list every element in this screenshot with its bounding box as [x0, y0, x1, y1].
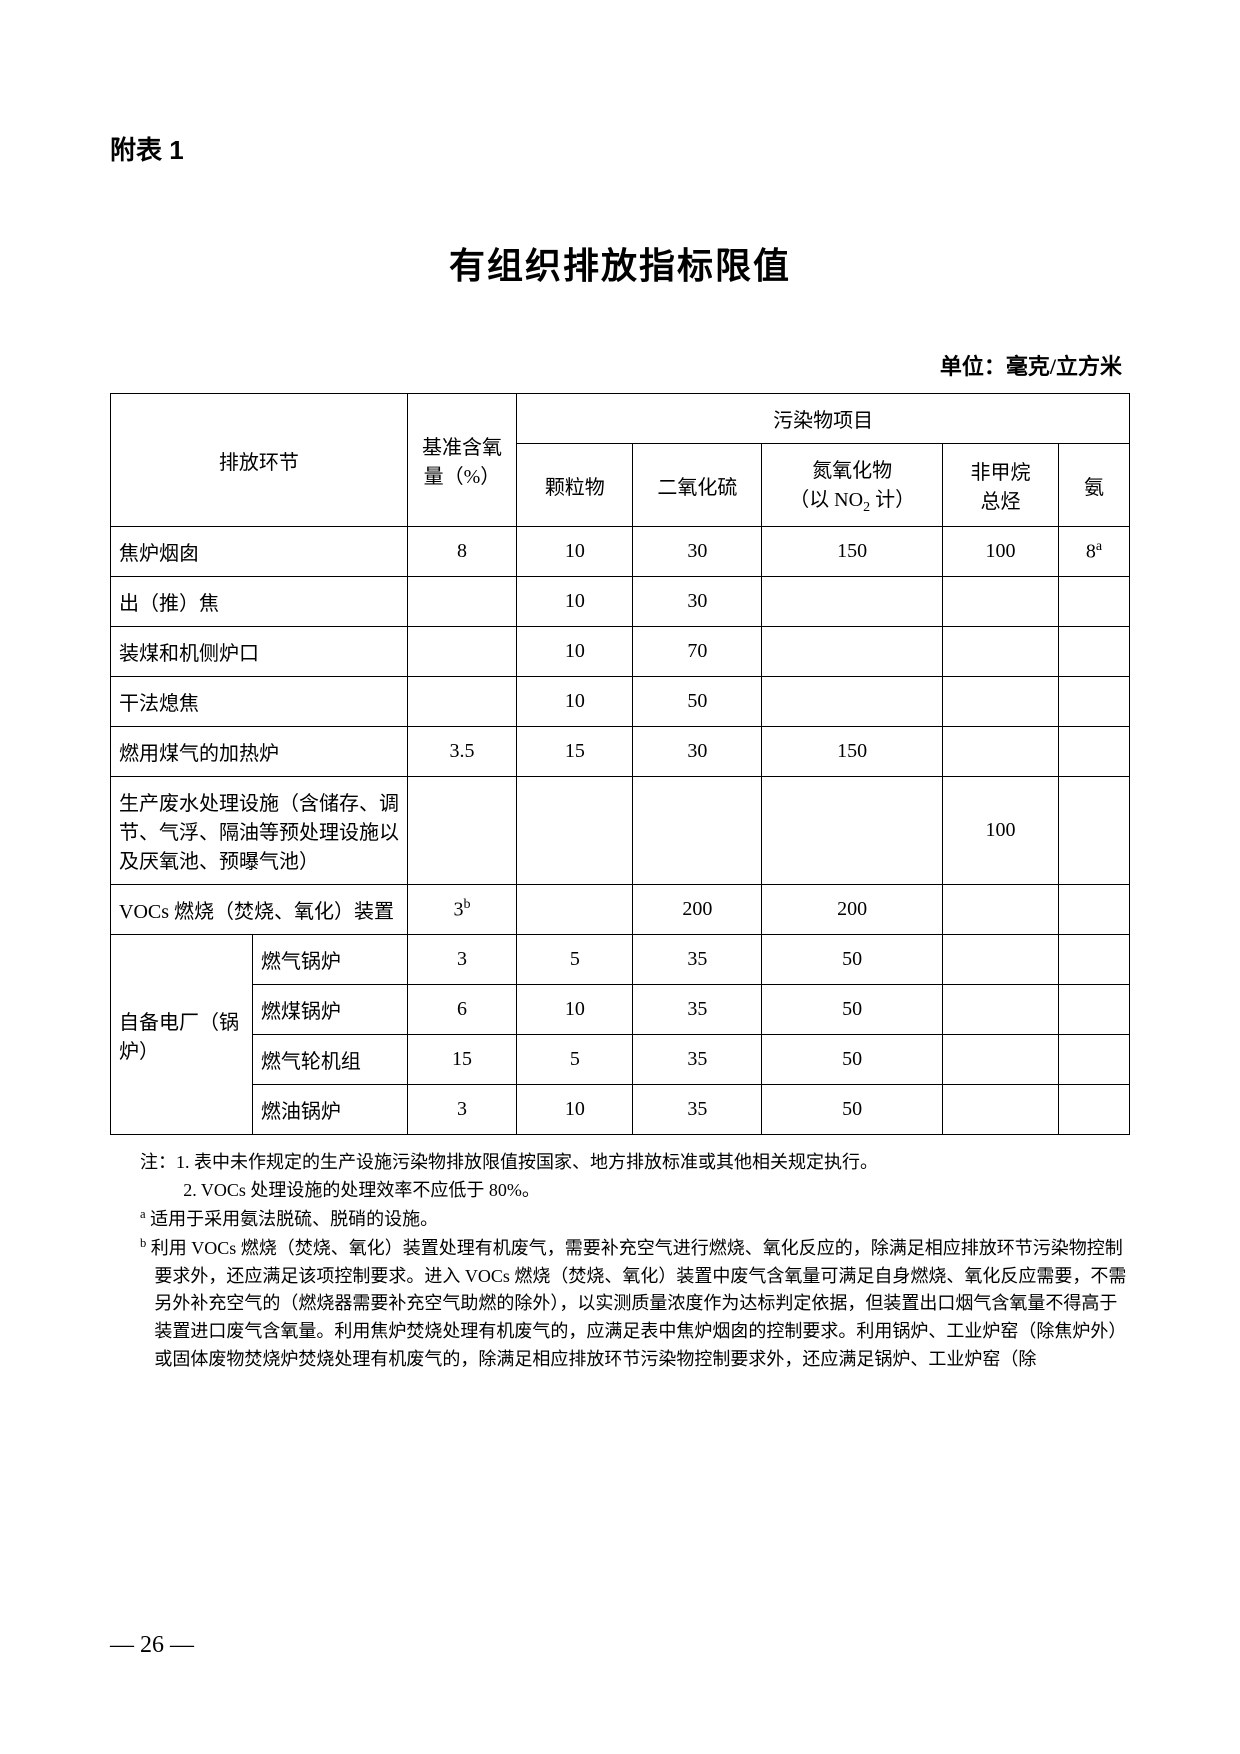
page-title: 有组织排放指标限值	[110, 237, 1130, 289]
table-row: 燃油锅炉 3 10 35 50	[111, 1085, 1130, 1135]
note-a: a 适用于采用氨法脱硫、脱硝的设施。	[140, 1205, 1130, 1234]
appendix-label: 附表 1	[110, 130, 1130, 167]
th-pollutant-group: 污染物项目	[517, 394, 1130, 444]
th-pm: 颗粒物	[517, 444, 633, 527]
th-emission-link: 排放环节	[111, 394, 408, 527]
th-nh3: 氨	[1059, 444, 1130, 527]
table-row: 燃煤锅炉 6 10 35 50	[111, 985, 1130, 1035]
table-row: 燃气轮机组 15 5 35 50	[111, 1035, 1130, 1085]
table-row: 焦炉烟囱 8 10 30 150 100 8a	[111, 527, 1130, 577]
table-row: 出（推）焦 10 30	[111, 577, 1130, 627]
th-nox: 氮氧化物 （以 NO2 计）	[762, 444, 943, 527]
footnotes: 注：1. 表中未作规定的生产设施污染物排放限值按国家、地方排放标准或其他相关规定…	[110, 1149, 1130, 1374]
table-row: 燃用煤气的加热炉 3.5 15 30 150	[111, 727, 1130, 777]
table-row: 干法熄焦 10 50	[111, 677, 1130, 727]
th-so2: 二氧化硫	[633, 444, 762, 527]
table-row: 装煤和机侧炉口 10 70	[111, 627, 1130, 677]
emission-table: 排放环节 基准含氧量（%） 污染物项目 颗粒物 二氧化硫 氮氧化物 （以 NO2…	[110, 393, 1130, 1135]
unit-label: 单位：毫克/立方米	[110, 349, 1130, 381]
note-1: 注：1. 表中未作规定的生产设施污染物排放限值按国家、地方排放标准或其他相关规定…	[140, 1149, 1130, 1177]
th-oxygen: 基准含氧量（%）	[407, 394, 517, 527]
note-b: b 利用 VOCs 燃烧（焚烧、氧化）装置处理有机废气，需要补充空气进行燃烧、氧…	[140, 1234, 1130, 1374]
note-2: 2. VOCs 处理设施的处理效率不应低于 80%。	[140, 1177, 1130, 1205]
table-row: 生产废水处理设施（含储存、调节、气浮、隔油等预处理设施以及厌氧池、预曝气池） 1…	[111, 777, 1130, 885]
th-nmhc: 非甲烷总烃	[942, 444, 1058, 527]
page-number: — 26 —	[110, 1632, 194, 1659]
table-row: 自备电厂（锅炉） 燃气锅炉 3 5 35 50	[111, 935, 1130, 985]
table-row: VOCs 燃烧（焚烧、氧化）装置 3b 200 200	[111, 885, 1130, 935]
